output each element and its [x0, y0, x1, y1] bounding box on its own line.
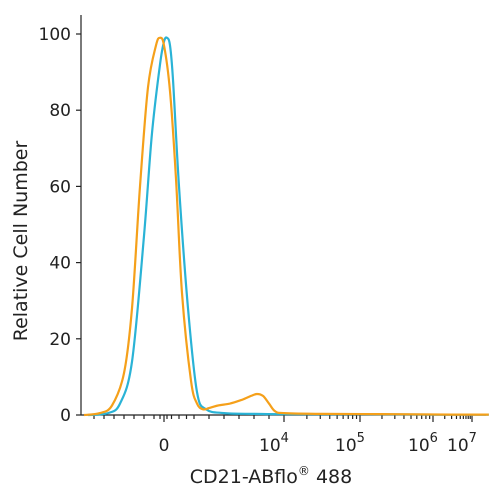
series-layer: [83, 36, 489, 417]
y-tick-label: 0: [60, 406, 71, 426]
x-tick-label: 0: [159, 436, 170, 456]
x-tick-label: 105: [335, 431, 365, 456]
x-tick-label: 104: [259, 431, 289, 456]
x-minor-ticks: [93, 415, 471, 419]
axes: [80, 15, 486, 416]
x-tick-label: 107: [447, 431, 477, 456]
y-axis-title: Relative Cell Number: [10, 141, 32, 342]
series-2-line: [83, 36, 489, 417]
x-tick-label: 106: [408, 431, 438, 456]
y-tick-label: 100: [39, 25, 71, 45]
y-tick-label: 60: [49, 177, 71, 197]
y-tick-label: 40: [49, 254, 71, 274]
y-tick-label: 80: [49, 101, 71, 121]
y-tick-label: 20: [49, 330, 71, 350]
x-ticks: 0 104 105 106 107: [159, 415, 477, 456]
x-axis-title: CD21-ABflo® 488: [190, 464, 352, 488]
y-ticks: 0 20 40 60 80 100: [39, 25, 81, 426]
